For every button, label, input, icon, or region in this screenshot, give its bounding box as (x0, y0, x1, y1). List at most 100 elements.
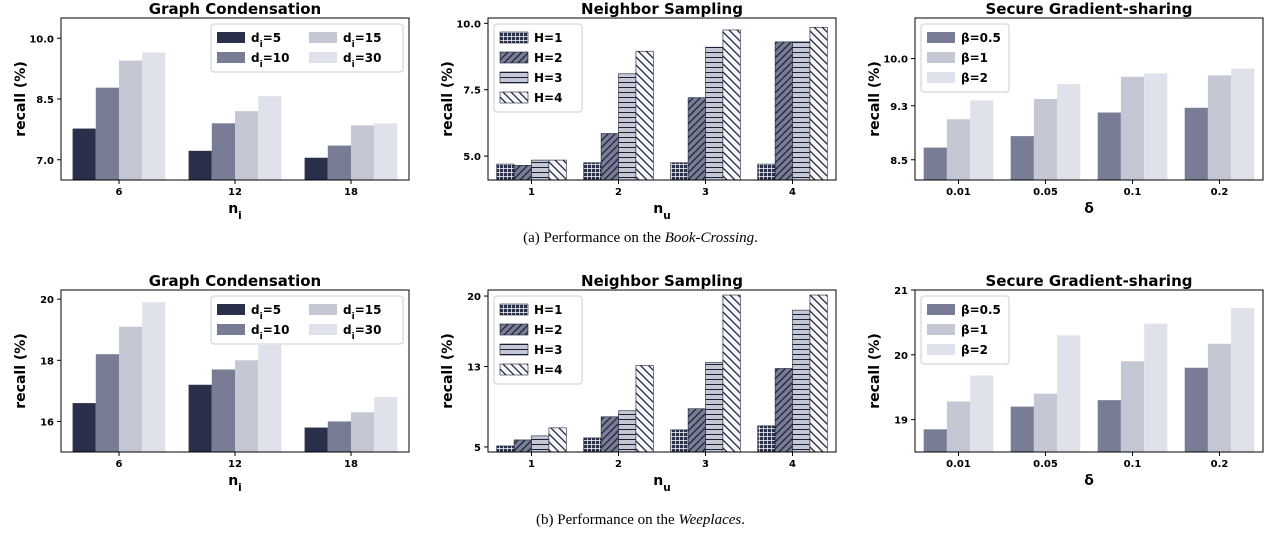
x-tick-label: 12 (228, 459, 242, 470)
bar-H3-1 (531, 159, 550, 181)
legend-swatch (499, 303, 529, 316)
bar-di15-18 (351, 412, 375, 452)
bar-H4-4 (809, 294, 828, 453)
plot-frame (914, 17, 1264, 181)
x-tick-label: 0.1 (1124, 459, 1142, 470)
bar-H1-4 (757, 425, 776, 453)
x-tick-label: 1 (528, 459, 535, 470)
x-tick-label: 0.05 (1033, 459, 1058, 470)
b3-svg: Secure Gradient-sharing 19 20 21 0.01 0.05 0.1… (867, 272, 1264, 489)
legend-swatch (309, 52, 337, 63)
bar-H2-1 (513, 439, 532, 453)
bar-05-0_05 (1010, 136, 1034, 180)
bar-H2-4 (774, 41, 793, 181)
legend-label: H=3 (534, 71, 562, 85)
x-tick-label: 6 (116, 459, 123, 470)
y-tick-label: 20 (467, 292, 481, 303)
bar-H4-2 (635, 50, 654, 181)
legend-swatch (217, 52, 245, 63)
legend: H=1 H=2 H=3 H=4 (493, 295, 583, 385)
legend-label: β=0.5 (961, 31, 1001, 45)
plot-frame (914, 289, 1264, 453)
bar-2-0_1 (1144, 73, 1168, 180)
bar-H4-1 (548, 427, 567, 453)
chart-a3: Secure Gradient-sharing 8.5 9.3 10.0 0.01 0.0… (854, 0, 1281, 228)
bar-H1-2 (583, 437, 602, 453)
legend-label: di=5 (251, 303, 281, 322)
y-tick-label: 10.0 (456, 19, 481, 30)
x-tick-label: 0.1 (1124, 187, 1142, 198)
bar-H1-4 (757, 163, 776, 181)
bar-di10-18 (327, 421, 351, 452)
y-axis-label: recall (%) (867, 333, 883, 408)
bar-2-0_05 (1057, 84, 1081, 180)
bar-H3-4 (792, 41, 811, 181)
y-tick-label: 16 (40, 417, 54, 428)
caption-a-prefix: (a) Performance on the (523, 230, 665, 246)
b1-svg: Graph Condensation 16 18 20 6 12 18 ni recall (%… (13, 272, 410, 494)
legend-box (210, 295, 404, 345)
legend: β=0.5 β=1 β=2 (920, 295, 1010, 365)
bar-H1-2 (583, 162, 602, 181)
caption-b-prefix: (b) Performance on the (536, 512, 679, 528)
bar-05-0_2 (1184, 367, 1208, 452)
y-tick-label: 9.3 (890, 102, 908, 113)
legend-label: H=4 (534, 91, 562, 105)
y-tick-label: 18 (40, 356, 54, 367)
bar-2-0_1 (1144, 323, 1168, 452)
x-tick-label: 0.2 (1211, 459, 1229, 470)
bar-di5-12 (188, 150, 212, 180)
legend-label: H=1 (534, 31, 562, 45)
bar-2-0_05 (1057, 335, 1081, 452)
y-tick-label: 19 (894, 416, 908, 427)
bar-di5-6 (72, 403, 96, 452)
bar-H1-3 (670, 162, 689, 181)
x-tick-label: 18 (344, 187, 358, 198)
legend-swatch (499, 91, 529, 104)
bar-di10-6 (95, 354, 119, 452)
caption-b-dataset: Weeplaces (678, 512, 742, 528)
legend-label: β=1 (961, 323, 988, 337)
legend-label: di=15 (343, 303, 381, 322)
bar-di10-6 (95, 87, 119, 180)
bar-H3-2 (618, 73, 637, 181)
bar-1-0_2 (1207, 343, 1232, 452)
legend-label: β=0.5 (961, 303, 1001, 317)
bar-di10-18 (327, 145, 351, 180)
y-tick-label: 8.5 (890, 156, 908, 167)
y-tick-label: 7.5 (463, 86, 481, 97)
y-tick-label: 5.0 (463, 152, 481, 163)
chart-title: Secure Gradient-sharing (986, 272, 1193, 290)
chart-title: Graph Condensation (149, 272, 321, 290)
legend-swatch (499, 323, 529, 336)
x-axis-label: nu (653, 473, 670, 494)
legend-swatch (217, 32, 245, 43)
b2-svg: Neighbor Sampling 5 13 20 1 2 3 4 nu recall (%) H=… (440, 272, 837, 494)
caption-b: (b) Performance on the Weeplaces. (0, 512, 1281, 529)
bar-H4-1 (548, 159, 567, 181)
a1-svg: Graph Condensation 7.0 8.5 10.0 6 12 18 ni recal… (13, 0, 410, 222)
bar-H2-2 (600, 133, 619, 181)
legend-label: H=1 (534, 303, 562, 317)
x-tick-label: 6 (116, 187, 123, 198)
bar-H1-1 (496, 163, 515, 181)
bar-di30-6 (142, 302, 166, 452)
bar-di15-6 (119, 60, 143, 180)
y-axis-label: recall (%) (867, 61, 883, 136)
legend-swatch (499, 343, 529, 356)
legend-label: di=30 (343, 323, 381, 342)
bar-H1-1 (496, 445, 515, 453)
legend: β=0.5 β=1 β=2 (920, 23, 1010, 93)
bar-H4-2 (635, 365, 654, 453)
x-axis-label: ni (228, 473, 242, 494)
bar-05-0_01 (923, 429, 947, 452)
legend-label: H=2 (534, 51, 562, 65)
caption-b-suffix: . (741, 512, 745, 528)
bar-1-0_01 (946, 401, 971, 452)
caption-a-suffix: . (754, 230, 758, 246)
bar-di30-12 (258, 345, 282, 452)
bar-1-0_05 (1033, 393, 1058, 452)
x-tick-label: 18 (344, 459, 358, 470)
legend-label: H=4 (534, 363, 562, 377)
legend-swatch (309, 324, 337, 335)
